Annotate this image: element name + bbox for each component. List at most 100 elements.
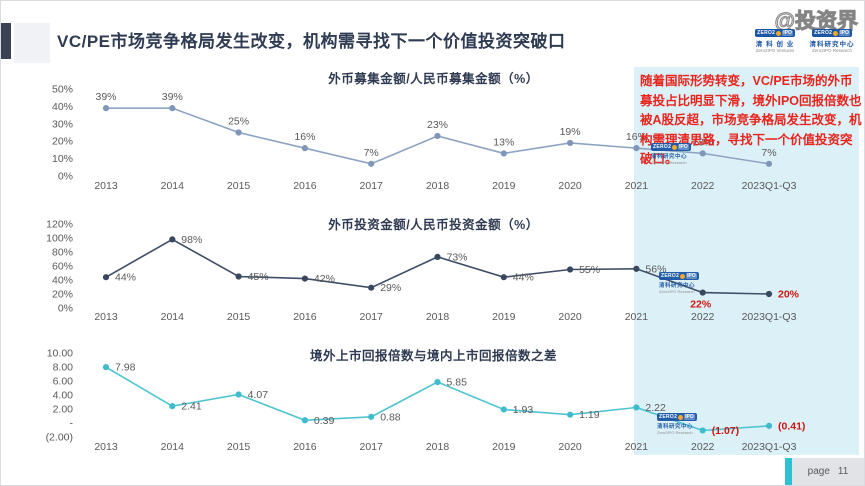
x-axis-tick: 2021 [625, 441, 649, 453]
x-axis-tick: 2017 [360, 441, 384, 453]
badge-text: ZERO2 [757, 30, 776, 36]
y-axis-tick: 8.00 [53, 362, 74, 374]
title-accent-light-block [14, 23, 50, 63]
y-axis-tick: 40% [52, 101, 73, 113]
y-axis-tick: 4.00 [53, 390, 74, 402]
data-label: 44% [513, 272, 534, 284]
data-label: 0.88 [380, 411, 401, 423]
x-axis-tick: 2023Q1-Q3 [742, 180, 797, 192]
y-axis-tick: 20% [52, 289, 73, 301]
orange-dot-icon [776, 30, 782, 36]
highlight-region-2021-2023 [634, 67, 859, 455]
data-point [434, 378, 441, 386]
x-axis-tick: 2022 [691, 311, 715, 323]
data-label: 1.19 [579, 409, 600, 421]
data-point [301, 417, 308, 424]
x-axis-tick: 2020 [558, 180, 582, 192]
orange-dot-icon [678, 414, 684, 420]
x-axis-tick: 2023Q1-Q3 [742, 441, 797, 453]
data-label: 23% [427, 119, 448, 131]
data-point [169, 403, 176, 410]
data-label: 25% [228, 116, 249, 128]
badge-text: ZERO2 [814, 30, 833, 36]
data-point [368, 284, 375, 291]
data-point [633, 404, 640, 411]
logo-en-label: Zero2IPO Ventures [755, 48, 795, 53]
data-point [235, 273, 242, 280]
data-point [368, 160, 375, 167]
x-axis-tick: 2022 [691, 180, 715, 192]
page-number-badge: page 11 [785, 458, 864, 485]
data-point [169, 236, 176, 243]
zero2ipo-ventures-logo: ZERO2 IPO 清 科 创 业 Zero2IPO Ventures [749, 29, 801, 53]
data-label: 0.39 [314, 415, 335, 427]
x-axis-tick: 2019 [492, 180, 516, 192]
page-title: VC/PE市场竞争格局发生改变，机构需寻找下一个价值投资突破口 [57, 32, 566, 51]
data-point [235, 129, 242, 136]
data-point [102, 105, 110, 112]
data-label: 73% [447, 251, 468, 263]
zero2ipo-badge-icon: ZERO2 IPO [812, 29, 852, 37]
data-point [633, 145, 640, 152]
data-label: 7% [364, 147, 379, 159]
x-axis-tick: 2014 [161, 180, 185, 192]
logo-en-label: Zero2IPO Research [651, 160, 687, 165]
zero2ipo-badge-icon: ZERO2 IPO [755, 29, 795, 37]
y-axis-tick: 30% [52, 118, 73, 130]
badge-text: IPO [686, 273, 697, 279]
data-label: 19% [560, 126, 581, 138]
x-axis-tick: 2017 [360, 311, 384, 323]
y-axis-tick: 10.00 [47, 348, 73, 360]
x-axis-tick: 2020 [558, 311, 582, 323]
y-axis-tick: 80% [52, 247, 73, 259]
data-point [567, 411, 574, 418]
logo-en-label: Zero2IPO Research [657, 430, 693, 435]
zero2ipo-research-logo: ZERO2 IPO 清科研究中心 Zero2IPO Research [806, 29, 858, 53]
data-label: (0.41) [778, 420, 805, 432]
orange-dot-icon [833, 30, 839, 36]
data-label: 1.93 [513, 404, 534, 416]
y-axis-tick: 120% [46, 219, 73, 231]
data-point [765, 290, 773, 298]
y-axis-tick: 20% [52, 136, 73, 148]
badge-text: IPO [782, 30, 793, 36]
x-axis-tick: 2018 [426, 311, 450, 323]
data-point [567, 139, 574, 147]
x-axis-tick: 2013 [94, 180, 118, 192]
x-axis-tick: 2015 [227, 180, 251, 192]
data-label: 20% [778, 289, 800, 301]
page-badge-box: page 11 [792, 458, 864, 485]
data-label: 45% [248, 271, 269, 283]
x-axis-tick: 2014 [161, 311, 185, 323]
x-axis-tick: 2015 [227, 441, 251, 453]
x-axis-tick: 2016 [293, 180, 317, 192]
chart-3-title: 境外上市回报倍数与境内上市回报倍数之差 [309, 349, 557, 363]
y-axis-tick: 10% [52, 153, 73, 165]
data-point [368, 413, 375, 420]
logo-cn-label: 清科研究中心 [809, 41, 855, 48]
x-axis-tick: 2019 [492, 441, 516, 453]
badge-text: ZERO2 [661, 273, 680, 279]
data-label: 16% [626, 131, 647, 143]
y-axis-tick: (2.00) [46, 432, 73, 444]
data-point [567, 266, 574, 273]
data-point [102, 364, 110, 371]
x-axis-tick: 2016 [293, 311, 317, 323]
chart-2-watermark-logo: ZERO2 IPO 清科研究中心 Zero2IPO Research [659, 272, 699, 294]
chart-1-watermark-logo: ZERO2 IPO 清科研究中心 Zero2IPO Research [651, 143, 691, 165]
y-axis-tick: 50% [52, 84, 73, 96]
logo-cn-label: 清科研究中心 [651, 154, 688, 160]
data-point [235, 391, 242, 398]
chart-3-watermark-logo: ZERO2 IPO 清科研究中心 Zero2IPO Research [657, 413, 697, 435]
x-axis-tick: 2018 [426, 180, 450, 192]
badge-text: ZERO2 [653, 144, 672, 150]
y-axis-tick: - [70, 418, 74, 430]
badge-text: IPO [678, 144, 689, 150]
data-point [500, 150, 507, 157]
data-label: 39% [162, 91, 183, 103]
data-label: 13% [493, 136, 514, 148]
x-axis-tick: 2013 [94, 441, 118, 453]
logo-cn-label: 清科研究中心 [659, 283, 696, 289]
data-label: 55% [579, 264, 600, 276]
page-label: page [807, 466, 830, 477]
